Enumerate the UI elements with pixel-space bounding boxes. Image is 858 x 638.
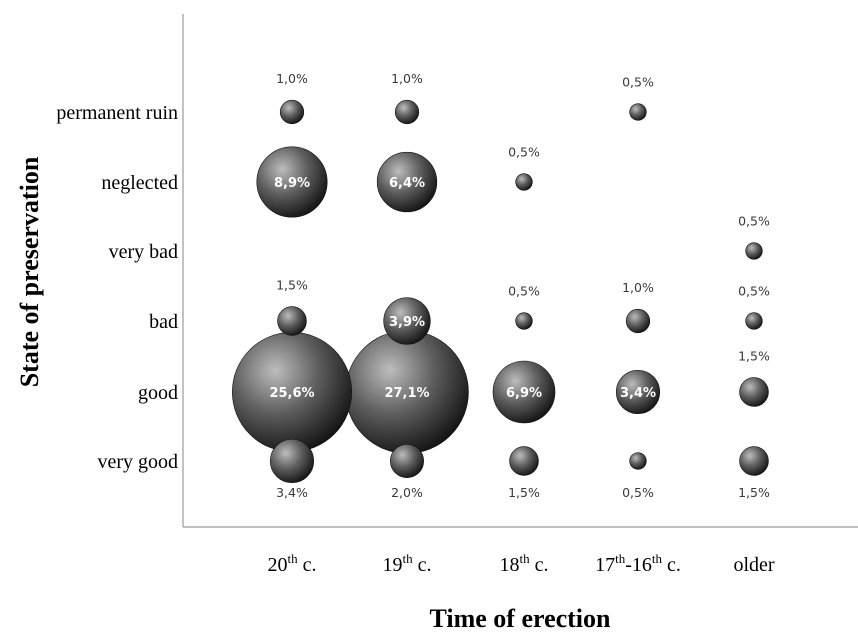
y-tick-label: bad (149, 311, 178, 333)
bubble (394, 99, 420, 125)
y-tick-label: very good (97, 451, 178, 473)
data-label: 8,9% (274, 176, 310, 191)
bubble (383, 297, 431, 345)
y-tick-label: very bad (109, 241, 178, 263)
data-label: 0,5% (622, 485, 654, 500)
x-tick-label: 19th c. (382, 551, 431, 576)
data-label: 1,0% (391, 71, 423, 86)
data-label: 0,5% (508, 145, 540, 160)
bubble (277, 306, 307, 336)
bubble (509, 446, 539, 476)
bubble (515, 312, 533, 330)
bubble (269, 438, 315, 484)
y-tick-label: permanent ruin (56, 102, 178, 124)
bubble (629, 103, 647, 121)
data-label: 3,4% (620, 386, 656, 401)
x-tick-label: older (733, 554, 774, 576)
bubble (492, 360, 556, 424)
y-axis-title: State of preservation (15, 156, 44, 387)
data-label: 3,9% (389, 315, 425, 330)
data-label: 0,5% (508, 284, 540, 299)
y-tick-label: good (138, 382, 178, 404)
data-label: 3,4% (276, 485, 308, 500)
bubble (745, 312, 763, 330)
data-label: 1,5% (508, 485, 540, 500)
data-label: 1,0% (622, 280, 654, 295)
x-tick-label: 17th-16th c. (595, 551, 681, 576)
y-tick-label: neglected (101, 172, 178, 194)
bubble (390, 444, 424, 478)
data-label: 1,0% (276, 71, 308, 86)
data-label: 2,0% (391, 485, 423, 500)
x-tick-label: 20th c. (267, 551, 316, 576)
x-axis-title: Time of erection (430, 604, 612, 633)
bubble (615, 369, 661, 415)
data-label: 0,5% (738, 284, 770, 299)
x-tick-label: 18th c. (499, 551, 548, 576)
bubble (279, 99, 305, 125)
bubble (739, 377, 769, 407)
data-label: 6,4% (389, 176, 425, 191)
data-label: 25,6% (269, 386, 314, 401)
bubble (376, 151, 438, 213)
data-label: 0,5% (622, 75, 654, 90)
bubble (629, 452, 647, 470)
data-label: 1,5% (738, 485, 770, 500)
bubble (745, 242, 763, 260)
bubble (256, 146, 328, 218)
data-label: 0,5% (738, 214, 770, 229)
bubble (625, 308, 651, 334)
data-label: 27,1% (384, 386, 429, 401)
bubble (739, 446, 769, 476)
data-label: 6,9% (506, 386, 542, 401)
bubble (515, 173, 533, 191)
data-label: 1,5% (738, 349, 770, 364)
data-label: 1,5% (276, 278, 308, 293)
